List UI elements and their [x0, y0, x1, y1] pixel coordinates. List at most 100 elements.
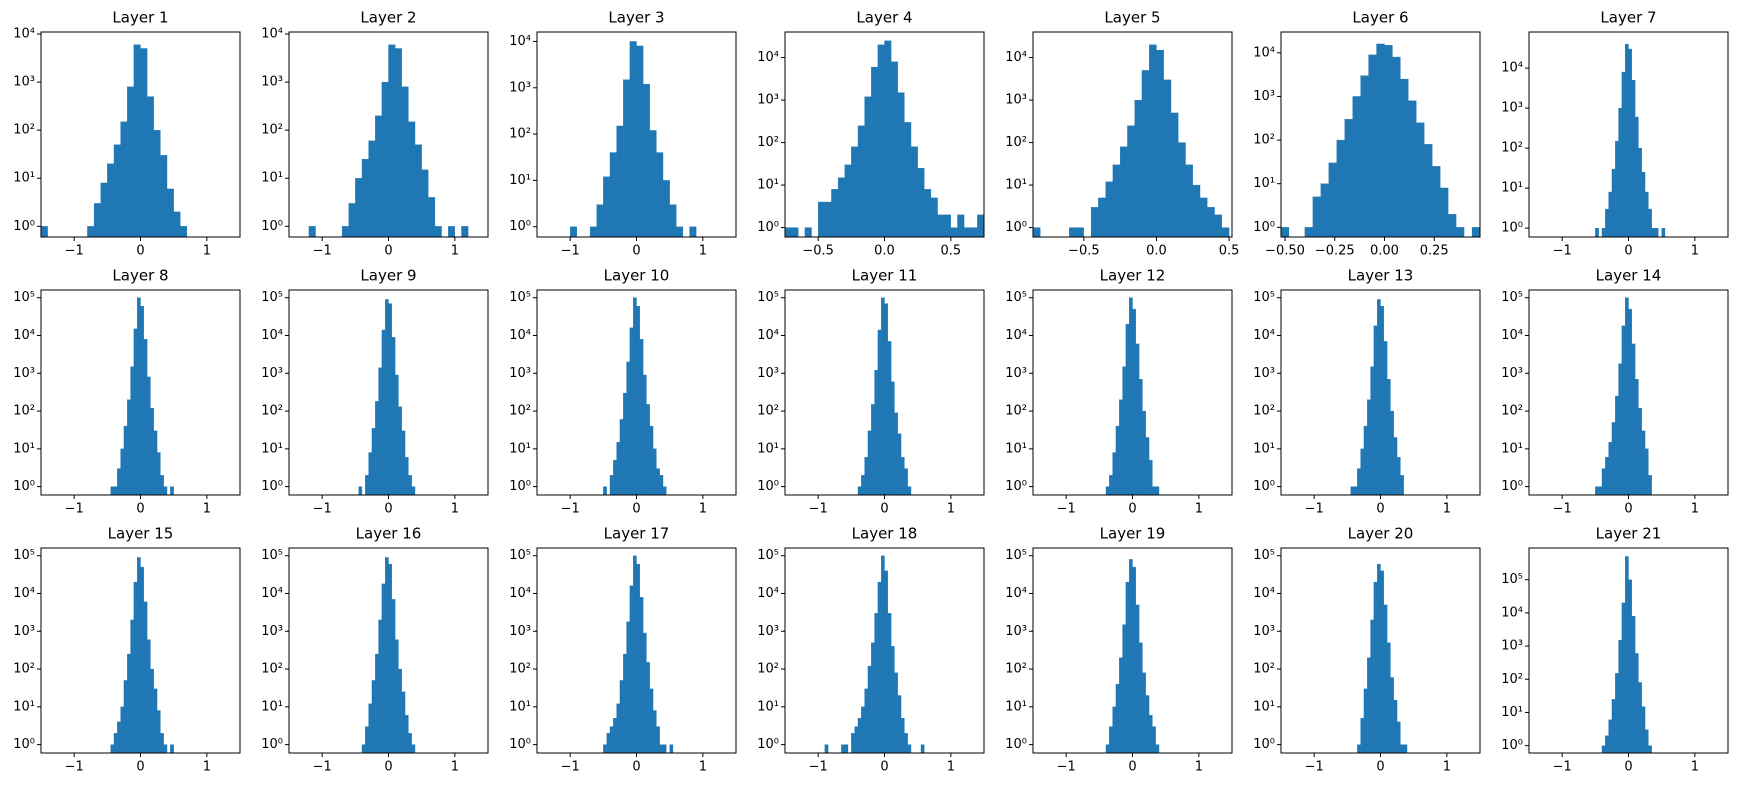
histogram-bar [1360, 75, 1369, 238]
histogram-bar [388, 44, 396, 238]
y-tick-label: 10³ [13, 75, 35, 90]
x-tick-label: 1 [1195, 760, 1203, 775]
histogram-bar [1207, 207, 1215, 238]
x-tick-label: 1 [1195, 502, 1203, 517]
histogram-bar [887, 613, 892, 754]
x-tick-label: −1 [809, 760, 828, 775]
histogram-bar [1125, 323, 1130, 496]
histogram-bar [1109, 726, 1113, 754]
y-tick-label: 10⁵ [13, 548, 35, 563]
y-tick-label: 10¹ [1005, 441, 1027, 456]
histogram-bar [633, 555, 637, 754]
histogram-bar [636, 305, 640, 496]
histogram-bar [881, 555, 885, 754]
x-tick-label: −1 [65, 244, 84, 259]
histogram-bar [100, 182, 108, 238]
y-tick-label: 10³ [509, 80, 531, 95]
histogram-bar [1145, 695, 1150, 754]
histogram-bar [404, 715, 409, 754]
x-tick-label: −1 [313, 244, 332, 259]
histogram-bar [623, 392, 627, 496]
histogram-bar [1138, 378, 1143, 496]
y-tick-label: 10⁴ [1501, 328, 1523, 343]
histogram-bar [1634, 653, 1639, 754]
histogram-bar [1608, 442, 1613, 496]
histogram-bar [603, 744, 607, 754]
histogram-bar [904, 733, 908, 754]
y-tick-label: 10² [757, 135, 779, 150]
y-tick-label: 10¹ [261, 171, 283, 186]
panel: Layer 11 −1 0 1 10⁰ 10¹ 10² 10³ 10⁴ 10⁵ [757, 267, 985, 517]
histogram-bar [619, 680, 624, 754]
y-tick-label: 10⁵ [1501, 290, 1523, 305]
x-tick-label: 1 [699, 760, 707, 775]
histogram-bar [1163, 79, 1172, 238]
y-tick-label: 10⁴ [261, 328, 283, 343]
histogram-bar [1384, 44, 1393, 238]
histogram-bar [308, 226, 316, 238]
histogram-bar [1625, 556, 1629, 754]
histogram-bar [140, 48, 148, 238]
histogram-bar [944, 214, 951, 238]
y-tick-label: 10⁵ [1005, 290, 1027, 305]
x-tick-label: −0.5 [1068, 244, 1100, 259]
panel-title: Layer 15 [108, 525, 174, 543]
y-tick-label: 10² [1005, 135, 1027, 150]
histogram-bar [87, 226, 95, 238]
histogram-bar [140, 566, 144, 754]
histogram-bar [1621, 325, 1626, 496]
y-tick-label: 10³ [1501, 366, 1523, 381]
histogram-bar [897, 92, 905, 238]
y-tick-label: 10⁰ [1501, 221, 1523, 236]
y-tick-label: 10³ [1005, 624, 1027, 639]
histogram-bar [1383, 604, 1388, 754]
histogram-bar [461, 226, 469, 238]
histogram-bar [1400, 475, 1404, 496]
histogram-bar [1601, 745, 1606, 754]
panel: Layer 17 −1 0 1 10⁰ 10¹ 10² 10³ 10⁴ 10⁵ [509, 525, 737, 775]
y-tick-label: 10³ [261, 75, 283, 90]
histogram-bar [871, 404, 875, 496]
histogram-bar [1628, 579, 1632, 754]
histogram-bar [428, 197, 436, 238]
histogram-bar [1618, 107, 1623, 238]
y-tick-label: 10⁴ [13, 328, 35, 343]
histogram-bar [414, 144, 422, 238]
histogram-bar [633, 297, 637, 496]
y-tick-label: 10⁰ [757, 220, 779, 235]
histogram-bar [160, 733, 164, 754]
histogram-bar [1641, 430, 1646, 496]
y-tick-label: 10¹ [509, 173, 531, 188]
histogram-bar [1641, 172, 1646, 238]
histogram-bar [1634, 378, 1639, 496]
y-tick-label: 10² [261, 404, 283, 419]
histogram-bar [1416, 122, 1425, 238]
y-tick-label: 10⁵ [1501, 572, 1523, 587]
histogram-bar [1192, 184, 1201, 238]
histogram-bar [606, 733, 611, 754]
histogram-bar [894, 412, 898, 496]
y-tick-label: 10¹ [1501, 181, 1523, 196]
histogram-bar [616, 442, 621, 496]
y-tick-label: 10⁰ [1501, 738, 1523, 753]
histogram-bar [900, 457, 905, 496]
x-tick-label: −1 [1305, 502, 1324, 517]
y-tick-label: 10⁵ [1253, 290, 1275, 305]
histogram-bar [1608, 191, 1613, 238]
histogram-bar [589, 226, 597, 238]
histogram-bar [1125, 581, 1130, 754]
histogram-bar [603, 176, 611, 238]
histogram-bar [854, 726, 859, 754]
y-tick-label: 10⁰ [1253, 737, 1275, 752]
panel-title: Layer 21 [1596, 525, 1662, 543]
histogram-bar [1178, 142, 1186, 238]
histogram-bar [1376, 43, 1385, 238]
y-tick-label: 10¹ [509, 699, 531, 714]
histogram-bar [623, 653, 627, 754]
y-tick-label: 10⁴ [509, 586, 531, 601]
histogram-bar [1105, 744, 1110, 754]
histogram-bar [156, 710, 161, 754]
histogram-bar [130, 619, 135, 754]
histogram-bar [1214, 214, 1222, 238]
histogram-bar [127, 86, 135, 238]
